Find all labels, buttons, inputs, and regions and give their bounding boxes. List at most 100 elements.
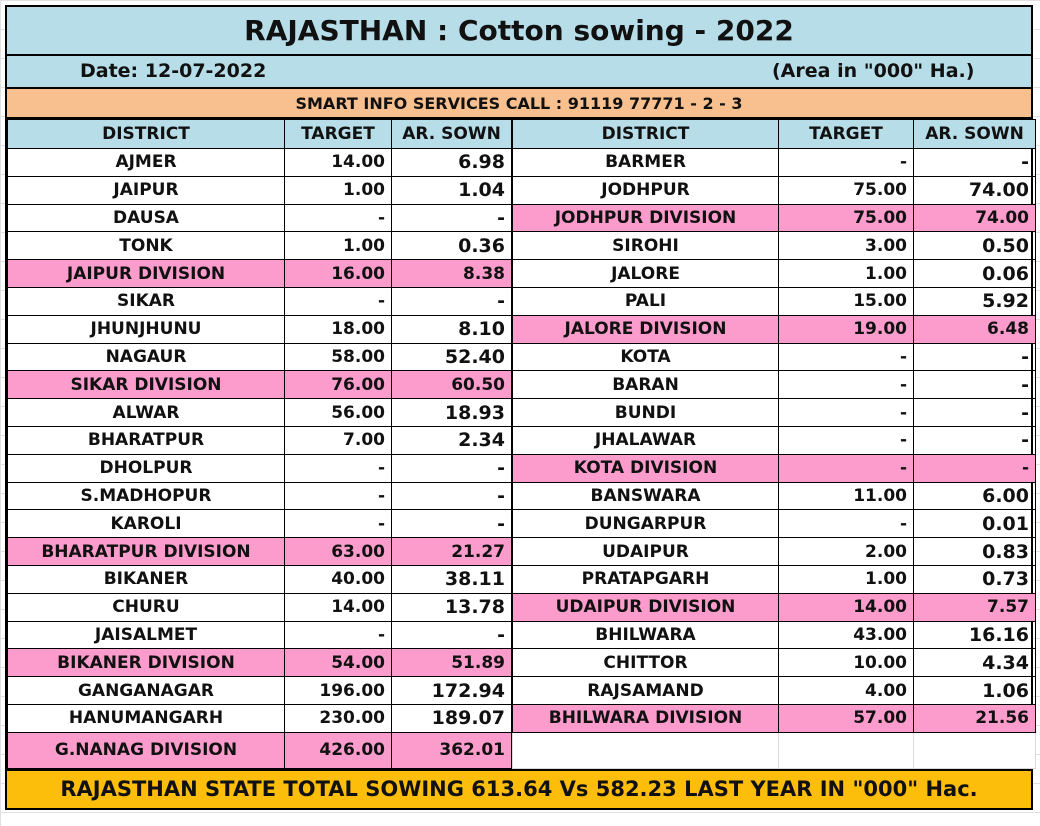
division-total-row: JODHPUR DIVISION 75.00 74.00: [512, 203, 1036, 233]
district-cell: RAJSAMAND: [512, 676, 779, 705]
sown-cell: -: [391, 286, 512, 316]
table-row: JALORE 1.00 0.06: [512, 259, 1036, 288]
contact-banner: SMART INFO SERVICES CALL : 91119 77771 -…: [7, 89, 1031, 119]
target-cell: 10.00: [778, 648, 914, 678]
sown-cell: -: [391, 203, 512, 233]
district-cell: CHURU: [7, 592, 285, 622]
table-row: JODHPUR 75.00 74.00: [512, 175, 1036, 205]
district-cell: JHALAWAR: [512, 425, 779, 455]
left-district-table: DISTRICT TARGET AR. SOWN AJMER 14.00 6.98 J…: [7, 119, 512, 769]
table-row: HANUMANGARH 230.00 189.07: [7, 703, 512, 733]
district-cell: DAUSA: [7, 203, 285, 233]
division-total-row: G.NANAG DIVISION 426.00 362.01: [7, 731, 512, 769]
table-row: BHILWARA 43.00 16.16: [512, 620, 1036, 650]
district-cell: BARMER: [512, 148, 779, 177]
sown-cell: 0.50: [913, 231, 1036, 261]
table-row: GANGANAGAR 196.00 172.94: [7, 676, 512, 705]
district-cell: DHOLPUR: [7, 453, 285, 483]
sown-cell: -: [913, 342, 1036, 372]
sown-cell: -: [913, 148, 1036, 177]
table-row: CHURU 14.00 13.78: [7, 592, 512, 622]
right-district-table: DISTRICT TARGET AR. SOWN BARMER - - JODHPUR…: [512, 119, 1036, 769]
sown-cell: 6.98: [391, 148, 512, 177]
district-cell: GANGANAGAR: [7, 676, 285, 705]
sown-cell: -: [391, 509, 512, 539]
left-table-body: AJMER 14.00 6.98 JAIPUR 1.00 1.04 DAUSA - - TONK 1…: [7, 148, 512, 769]
sown-cell: 7.57: [913, 592, 1036, 622]
district-cell: JHUNJHUNU: [7, 314, 285, 344]
sown-cell: 0.83: [913, 537, 1036, 566]
column-header-sown: AR. SOWN: [391, 119, 512, 149]
sown-cell: -: [913, 425, 1036, 455]
target-cell: 75.00: [778, 203, 914, 233]
table-row: DAUSA - -: [7, 203, 512, 233]
sown-cell: -: [391, 620, 512, 650]
report-date: Date: 12-07-2022: [80, 60, 267, 82]
target-cell: -: [284, 203, 392, 233]
target-cell: 14.00: [284, 148, 392, 177]
district-cell: UDAIPUR: [512, 537, 779, 566]
target-cell: 40.00: [284, 564, 392, 594]
sown-cell: 8.10: [391, 314, 512, 344]
sown-cell: 51.89: [391, 648, 512, 678]
table-row: BANSWARA 11.00 6.00: [512, 481, 1036, 511]
district-cell: PALI: [512, 286, 779, 316]
target-cell: -: [284, 620, 392, 650]
sown-cell: -: [913, 398, 1036, 427]
sown-cell: 21.56: [913, 703, 1036, 733]
target-cell: 3.00: [778, 231, 914, 261]
table-row: JAIPUR 1.00 1.04: [7, 175, 512, 205]
district-cell: BHARATPUR: [7, 425, 285, 455]
district-cell: [512, 731, 779, 769]
target-cell: -: [778, 148, 914, 177]
district-cell: SIKAR: [7, 286, 285, 316]
sown-cell: -: [913, 370, 1036, 400]
district-tables: DISTRICT TARGET AR. SOWN AJMER 14.00 6.98 J…: [7, 119, 1036, 769]
table-row: JHUNJHUNU 18.00 8.10: [7, 314, 512, 344]
district-cell: BARAN: [512, 370, 779, 400]
column-header-target: TARGET: [284, 119, 392, 149]
target-cell: -: [778, 370, 914, 400]
district-cell: ALWAR: [7, 398, 285, 427]
district-cell: CHITTOR: [512, 648, 779, 678]
sown-cell: 38.11: [391, 564, 512, 594]
district-cell: JALORE: [512, 259, 779, 288]
left-table-container: DISTRICT TARGET AR. SOWN AJMER 14.00 6.98 J…: [7, 119, 512, 769]
target-cell: -: [284, 481, 392, 511]
column-header-sown: AR. SOWN: [913, 119, 1036, 149]
target-cell: 196.00: [284, 676, 392, 705]
sown-cell: 1.04: [391, 175, 512, 205]
target-cell: 56.00: [284, 398, 392, 427]
target-cell: 230.00: [284, 703, 392, 733]
column-header-district: DISTRICT: [7, 119, 285, 149]
target-cell: 426.00: [284, 731, 392, 769]
table-row: BARMER - -: [512, 148, 1036, 177]
target-cell: -: [778, 453, 914, 483]
district-cell: AJMER: [7, 148, 285, 177]
district-cell: S.MADHOPUR: [7, 481, 285, 511]
sown-cell: 52.40: [391, 342, 512, 372]
target-cell: 1.00: [284, 175, 392, 205]
sown-cell: 6.00: [913, 481, 1036, 511]
table-row: ALWAR 56.00 18.93: [7, 398, 512, 427]
table-row: BUNDI - -: [512, 398, 1036, 427]
district-cell: BHILWARA DIVISION: [512, 703, 779, 733]
target-cell: -: [284, 286, 392, 316]
sown-cell: -: [391, 481, 512, 511]
district-cell: BHARATPUR DIVISION: [7, 537, 285, 566]
district-cell: BANSWARA: [512, 481, 779, 511]
district-cell: JALORE DIVISION: [512, 314, 779, 344]
sown-cell: 0.01: [913, 509, 1036, 539]
division-total-row: BIKANER DIVISION 54.00 51.89: [7, 648, 512, 678]
table-row: NAGAUR 58.00 52.40: [7, 342, 512, 372]
target-cell: 15.00: [778, 286, 914, 316]
right-table-header: DISTRICT TARGET AR. SOWN: [512, 119, 1036, 149]
target-cell: 14.00: [284, 592, 392, 622]
cotton-sowing-report: RAJASTHAN : Cotton sowing - 2022 Date: 1…: [5, 5, 1036, 810]
sown-cell: 2.34: [391, 425, 512, 455]
district-cell: JAISALMET: [7, 620, 285, 650]
target-cell: 75.00: [778, 175, 914, 205]
district-cell: JAIPUR DIVISION: [7, 259, 285, 288]
table-row: RAJSAMAND 4.00 1.06: [512, 676, 1036, 705]
state-total-banner: RAJASTHAN STATE TOTAL SOWING 613.64 Vs 5…: [7, 768, 1031, 808]
